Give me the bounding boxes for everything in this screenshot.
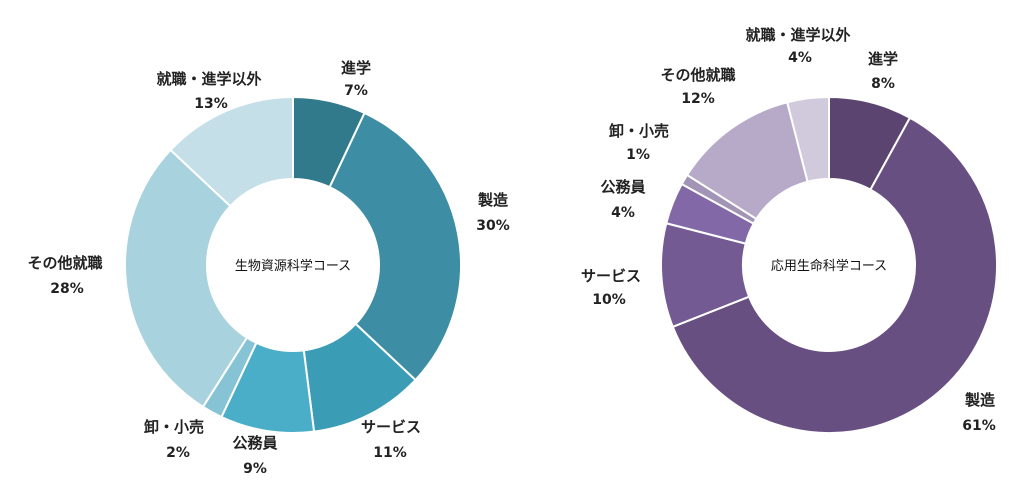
slice-category-label: 進学: [341, 59, 371, 77]
slice-category-label: 公務員: [232, 434, 277, 452]
slice-value-label: 30%: [476, 218, 510, 234]
donut-slice: [328, 111, 462, 382]
slice-value-label: 28%: [50, 281, 84, 297]
slice-category-label: 製造: [964, 391, 995, 409]
donut-chart-2: 進学 8% 製造 61% サービス 10% 公務員 4% 卸・小売 1% その他就職 12% 就職・進学…: [581, 26, 998, 434]
donut-slice: [671, 116, 998, 434]
donut-center-label: 応用生命科学コース: [771, 258, 887, 274]
slice-category-label: サービス: [581, 267, 641, 285]
slice-value-label: 12%: [681, 91, 715, 107]
slice-value-label: 11%: [373, 445, 407, 461]
slice-value-label: 2%: [166, 445, 190, 461]
slice-value-label: 4%: [788, 50, 812, 66]
donut-slice: [786, 95, 830, 183]
donut-slice: [169, 95, 294, 208]
slice-category-label: 就職・進学以外: [745, 26, 850, 44]
slice-value-label: 8%: [871, 76, 895, 92]
slice-value-label: 13%: [194, 96, 228, 112]
donut-slice: [124, 148, 249, 409]
slice-category-label: サービス: [361, 418, 421, 436]
slice-category-label: 進学: [868, 50, 898, 68]
slice-category-label: 製造: [477, 191, 508, 209]
donut-center-label: 生物資源科学コース: [235, 258, 351, 274]
donut-chart-1: 進学 7% 製造 30% サービス 11% 公務員 9% 卸・小売 2% その他就職 28% 就職・進学…: [27, 59, 509, 477]
slice-value-label: 10%: [592, 292, 626, 308]
slice-value-label: 7%: [344, 83, 368, 99]
slice-value-label: 4%: [611, 205, 635, 221]
slice-value-label: 61%: [962, 418, 996, 434]
slice-value-label: 9%: [243, 461, 267, 477]
slice-category-label: 卸・小売: [144, 418, 204, 436]
slice-category-label: その他就職: [27, 254, 102, 272]
slice-value-label: 1%: [626, 147, 650, 163]
slice-category-label: その他就職: [660, 66, 735, 84]
slice-category-label: 卸・小売: [609, 122, 669, 140]
slice-category-label: 公務員: [600, 178, 645, 196]
slice-category-label: 就職・進学以外: [156, 70, 261, 88]
